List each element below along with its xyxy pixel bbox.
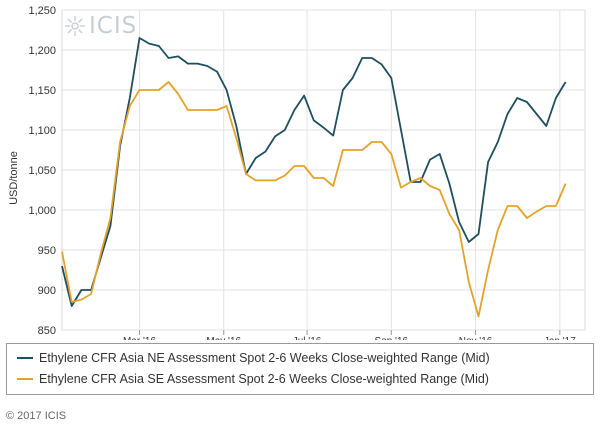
y-tick-label: 900: [38, 285, 56, 297]
legend-swatch-se: [17, 378, 33, 380]
y-tick-label: 1,250: [28, 5, 56, 17]
chart-legend: Ethylene CFR Asia NE Assessment Spot 2-6…: [6, 343, 594, 395]
x-tick-label: Nov '16: [459, 336, 493, 340]
y-tick-label: 1,200: [28, 45, 56, 57]
legend-item-se[interactable]: Ethylene CFR Asia SE Assessment Spot 2-6…: [17, 369, 489, 389]
line-chart: 8509009501,0001,0501,1001,1501,2001,250 …: [8, 5, 586, 340]
x-tick-label: Jan '17: [544, 336, 576, 340]
legend-label-ne: Ethylene CFR Asia NE Assessment Spot 2-6…: [39, 351, 490, 365]
y-tick-label: 1,150: [28, 85, 56, 97]
icis-logo-text: ICIS: [89, 13, 138, 39]
x-tick-label: Sep '16: [374, 336, 408, 340]
y-tick-label: 1,000: [28, 205, 56, 217]
y-axis-ticks: 850 900 950 1,000 1,050 1,100 1,150 1,200 1,250: [28, 5, 56, 337]
y-tick-label: 850: [38, 325, 56, 337]
copyright-text: © 2017 ICIS: [6, 410, 67, 422]
series-line-se[interactable]: [61, 81, 567, 318]
x-tick-label: Mar '16: [123, 336, 156, 340]
icis-logo-icon: [65, 16, 85, 36]
y-tick-label: 950: [38, 245, 56, 257]
y-axis-label: USD/tonne: [8, 151, 20, 205]
legend-item-ne[interactable]: Ethylene CFR Asia NE Assessment Spot 2-6…: [17, 348, 490, 368]
x-axis-ticks: Mar '16 May '16 Jul '16 Sep '16 Nov '16 Jan '…: [123, 330, 576, 340]
icis-logo: ICIS: [64, 13, 137, 39]
x-tick-label: May '16: [206, 336, 241, 340]
legend-swatch-ne: [17, 357, 33, 359]
y-tick-label: 1,100: [28, 125, 56, 137]
series-line-ne[interactable]: [61, 37, 567, 307]
series-lines: [61, 37, 567, 318]
y-tick-label: 1,050: [28, 165, 56, 177]
legend-label-se: Ethylene CFR Asia SE Assessment Spot 2-6…: [39, 372, 489, 386]
gridlines: [61, 9, 586, 331]
x-tick-label: Jul '16: [293, 336, 322, 340]
